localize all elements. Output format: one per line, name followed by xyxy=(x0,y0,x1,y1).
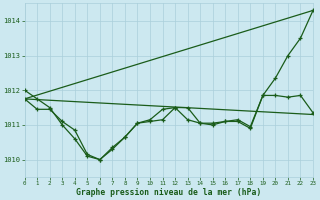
X-axis label: Graphe pression niveau de la mer (hPa): Graphe pression niveau de la mer (hPa) xyxy=(76,188,261,197)
